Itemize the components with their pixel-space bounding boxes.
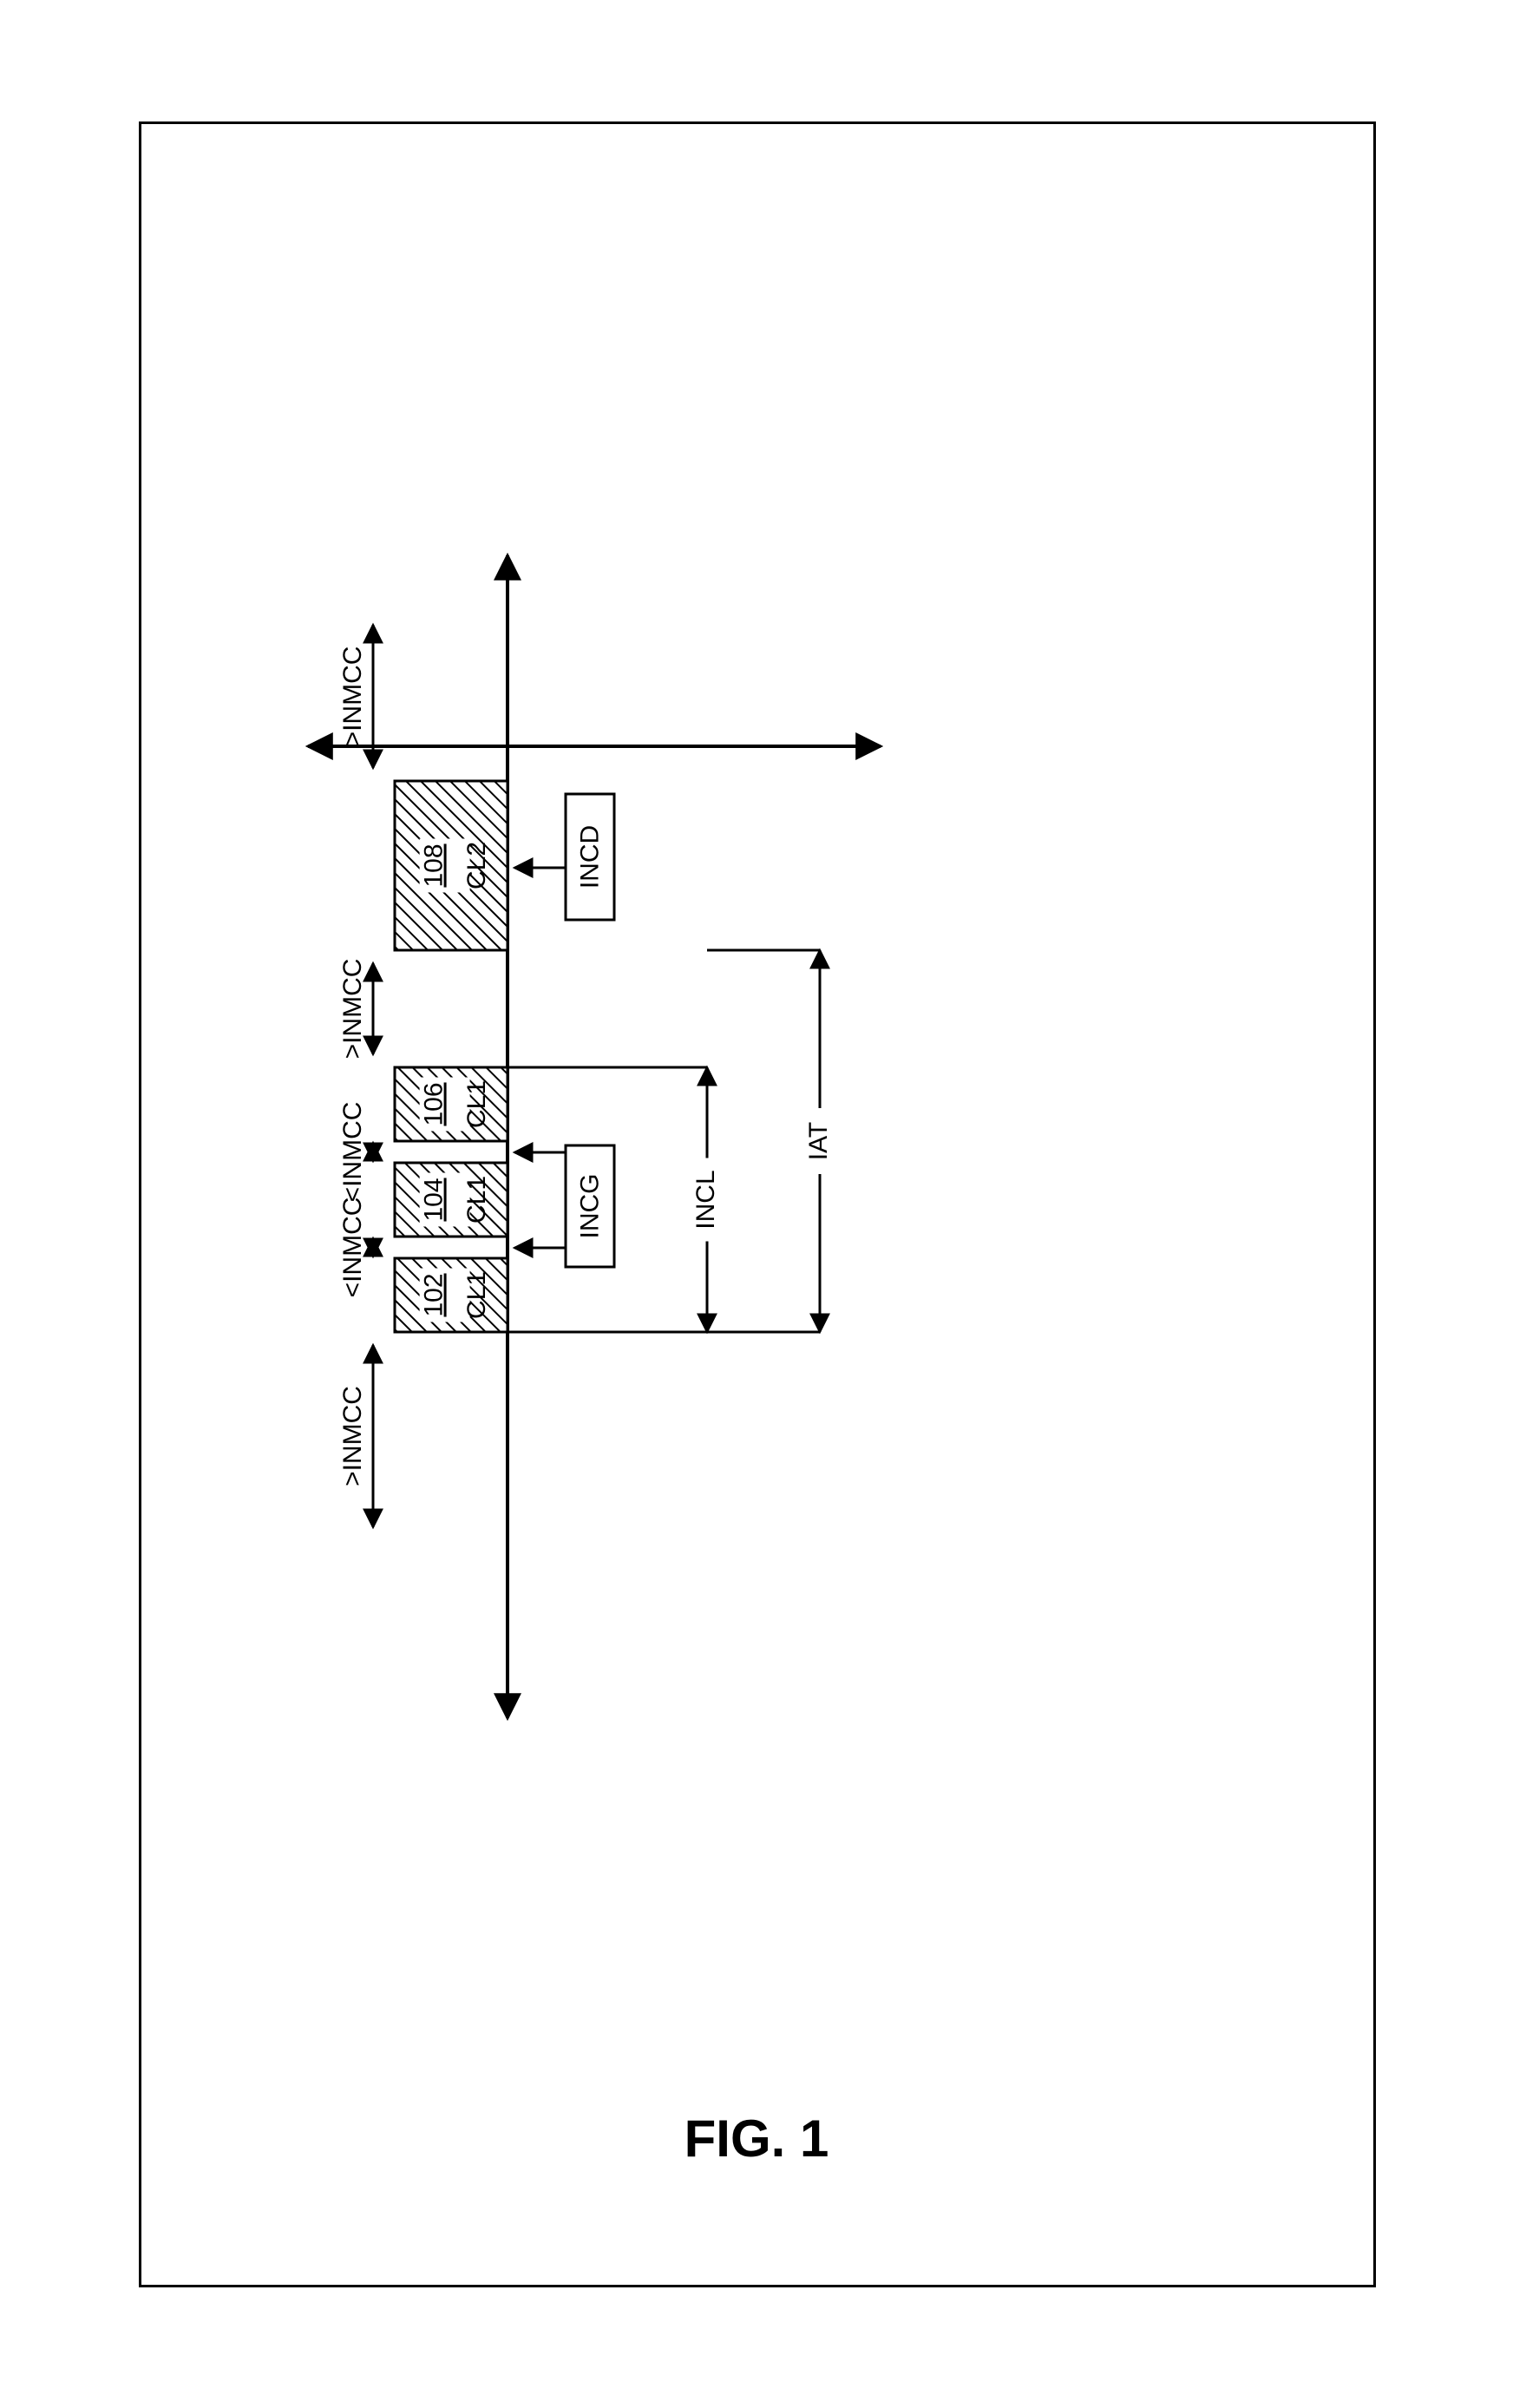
svg-text:<INMCC: <INMCC [338,1197,367,1298]
diagram-svg: 102 CL1 104 CL1 106 CL1 108 CL2 >INMCC <INMCC<INM… [0,0,1388,2300]
svg-text:104: 104 [420,1178,449,1221]
svg-text:108: 108 [420,843,449,887]
svg-text:INCG: INCG [576,1174,605,1239]
svg-text:CL1: CL1 [462,1176,491,1224]
svg-text:106: 106 [420,1082,449,1125]
page: 102 CL1 104 CL1 106 CL1 108 CL2 >INMCC <INMCC<INM… [0,0,1513,2408]
svg-text:CL1: CL1 [462,1080,491,1128]
figure-caption: FIG. 1 [0,2109,1513,2169]
svg-text:<INMCC: <INMCC [338,1102,367,1203]
svg-text:INCL: INCL [691,1170,720,1229]
svg-text:102: 102 [420,1273,449,1316]
svg-text:>INMCC: >INMCC [338,646,367,747]
svg-text:CL2: CL2 [462,842,491,889]
svg-text:IAT: IAT [804,1122,833,1160]
svg-text:>INMCC: >INMCC [338,959,367,1060]
svg-text:>INMCC: >INMCC [338,1386,367,1486]
svg-text:INCD: INCD [576,825,605,889]
svg-text:CL1: CL1 [462,1271,491,1319]
